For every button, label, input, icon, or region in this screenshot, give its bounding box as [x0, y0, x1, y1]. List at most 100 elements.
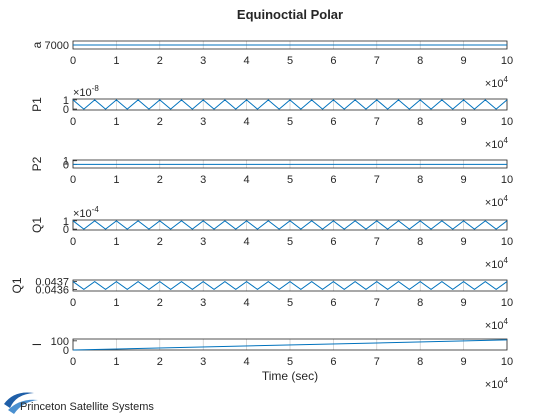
x-tick-label: 9	[461, 55, 467, 67]
x-tick-label: 1	[113, 174, 119, 186]
multiplier-power: -4	[92, 205, 100, 214]
x-tick-label: 8	[417, 174, 423, 186]
y-tick-label: 1	[63, 216, 69, 228]
x-tick-label: 8	[417, 297, 423, 309]
series-line	[72, 339, 508, 351]
y-tick-label: 0	[63, 104, 69, 116]
x-tick-label: 1	[113, 236, 119, 248]
x-tick-label: 3	[200, 116, 206, 128]
x-tick-label: 2	[157, 174, 163, 186]
multiplier-base: ×10	[73, 87, 92, 99]
x-tick-label: 4	[244, 174, 250, 186]
x-tick-label: 2	[157, 236, 163, 248]
x-tick-label: 1	[113, 116, 119, 128]
axis-multiplier: ×104	[485, 75, 509, 90]
x-axis-label: Time (sec)	[262, 369, 318, 383]
axis-multiplier: ×104	[485, 194, 509, 209]
x-tick-label: 7	[374, 174, 380, 186]
x-tick-label: 9	[461, 174, 467, 186]
multiplier-power: 4	[504, 75, 509, 84]
x-tick-label: 0	[70, 356, 76, 368]
y-tick-label: 0.0437	[35, 277, 69, 289]
x-tick-label: 5	[287, 55, 293, 67]
logo-swoosh	[8, 399, 38, 414]
logo-text: Princeton Satellite Systems	[20, 401, 154, 413]
x-tick-label: 3	[200, 174, 206, 186]
series-line	[72, 280, 508, 291]
x-tick-label: 7	[374, 116, 380, 128]
multiplier-power: -8	[92, 84, 100, 93]
x-tick-label: 4	[244, 297, 250, 309]
x-tick-label: 5	[287, 236, 293, 248]
x-tick-label: 8	[417, 236, 423, 248]
multiplier-base: ×10	[485, 197, 504, 209]
x-tick-label: 6	[330, 356, 336, 368]
y-axis-label: Q1	[10, 277, 24, 293]
series-line	[72, 99, 508, 110]
x-tick-label: 1	[113, 356, 119, 368]
x-tick-label: 3	[200, 356, 206, 368]
axes-box	[72, 219, 508, 231]
axis-multiplier: ×10-4	[73, 205, 99, 220]
x-tick-label: 4	[244, 236, 250, 248]
x-tick-label: 8	[417, 356, 423, 368]
x-tick-label: 6	[330, 116, 336, 128]
x-tick-label: 2	[157, 356, 163, 368]
x-tick-label: 6	[330, 174, 336, 186]
x-tick-label: 1	[113, 55, 119, 67]
x-tick-label: 4	[244, 116, 250, 128]
multiplier-power: 4	[504, 136, 509, 145]
x-tick-label: 9	[461, 356, 467, 368]
x-tick-label: 0	[70, 116, 76, 128]
x-tick-label: 10	[501, 297, 513, 309]
x-tick-label: 7	[374, 297, 380, 309]
multiplier-power: 4	[504, 317, 509, 326]
x-tick-label: 2	[157, 55, 163, 67]
logo-swoosh	[4, 392, 34, 408]
y-tick-label: 7000	[45, 40, 69, 52]
x-tick-label: 3	[200, 236, 206, 248]
x-tick-label: 10	[501, 116, 513, 128]
axis-multiplier: ×104	[485, 317, 509, 332]
x-tick-label: 6	[330, 55, 336, 67]
x-tick-label: 6	[330, 297, 336, 309]
y-tick-label: 1	[63, 156, 69, 168]
x-tick-label: 5	[287, 297, 293, 309]
series-line	[72, 220, 508, 230]
x-tick-label: 3	[200, 297, 206, 309]
multiplier-power: 4	[504, 256, 509, 265]
axis-multiplier: ×104	[485, 256, 509, 271]
x-tick-label: 2	[157, 297, 163, 309]
axis-multiplier: ×10-8	[73, 84, 99, 99]
chart-title: Equinoctial Polar	[237, 7, 343, 22]
multiplier-base: ×10	[485, 320, 504, 332]
multiplier-base: ×10	[485, 78, 504, 90]
x-tick-label: 5	[287, 174, 293, 186]
x-tick-label: 6	[330, 236, 336, 248]
x-tick-label: 0	[70, 174, 76, 186]
x-tick-label: 7	[374, 55, 380, 67]
multiplier-power: 4	[504, 194, 509, 203]
x-tick-label: 10	[501, 236, 513, 248]
y-axis-label: Q1	[30, 217, 44, 233]
y-tick-label: 0	[63, 159, 69, 171]
y-tick-label: 0	[63, 345, 69, 357]
axes-box	[72, 279, 508, 292]
axis-multiplier: ×104	[485, 376, 509, 391]
y-axis-label: l	[30, 343, 44, 346]
y-axis-label: P1	[30, 97, 44, 112]
y-tick-label: 0.0436	[35, 284, 69, 296]
x-tick-label: 0	[70, 236, 76, 248]
axis-multiplier: ×104	[485, 136, 509, 151]
x-tick-label: 0	[70, 297, 76, 309]
x-tick-label: 8	[417, 116, 423, 128]
x-tick-label: 9	[461, 116, 467, 128]
x-tick-label: 4	[244, 356, 250, 368]
x-tick-label: 8	[417, 55, 423, 67]
y-axis-label: P2	[30, 156, 44, 171]
logo: Princeton Satellite Systems	[4, 392, 154, 414]
x-tick-label: 1	[113, 297, 119, 309]
x-tick-label: 5	[287, 356, 293, 368]
multiplier-base: ×10	[485, 259, 504, 271]
